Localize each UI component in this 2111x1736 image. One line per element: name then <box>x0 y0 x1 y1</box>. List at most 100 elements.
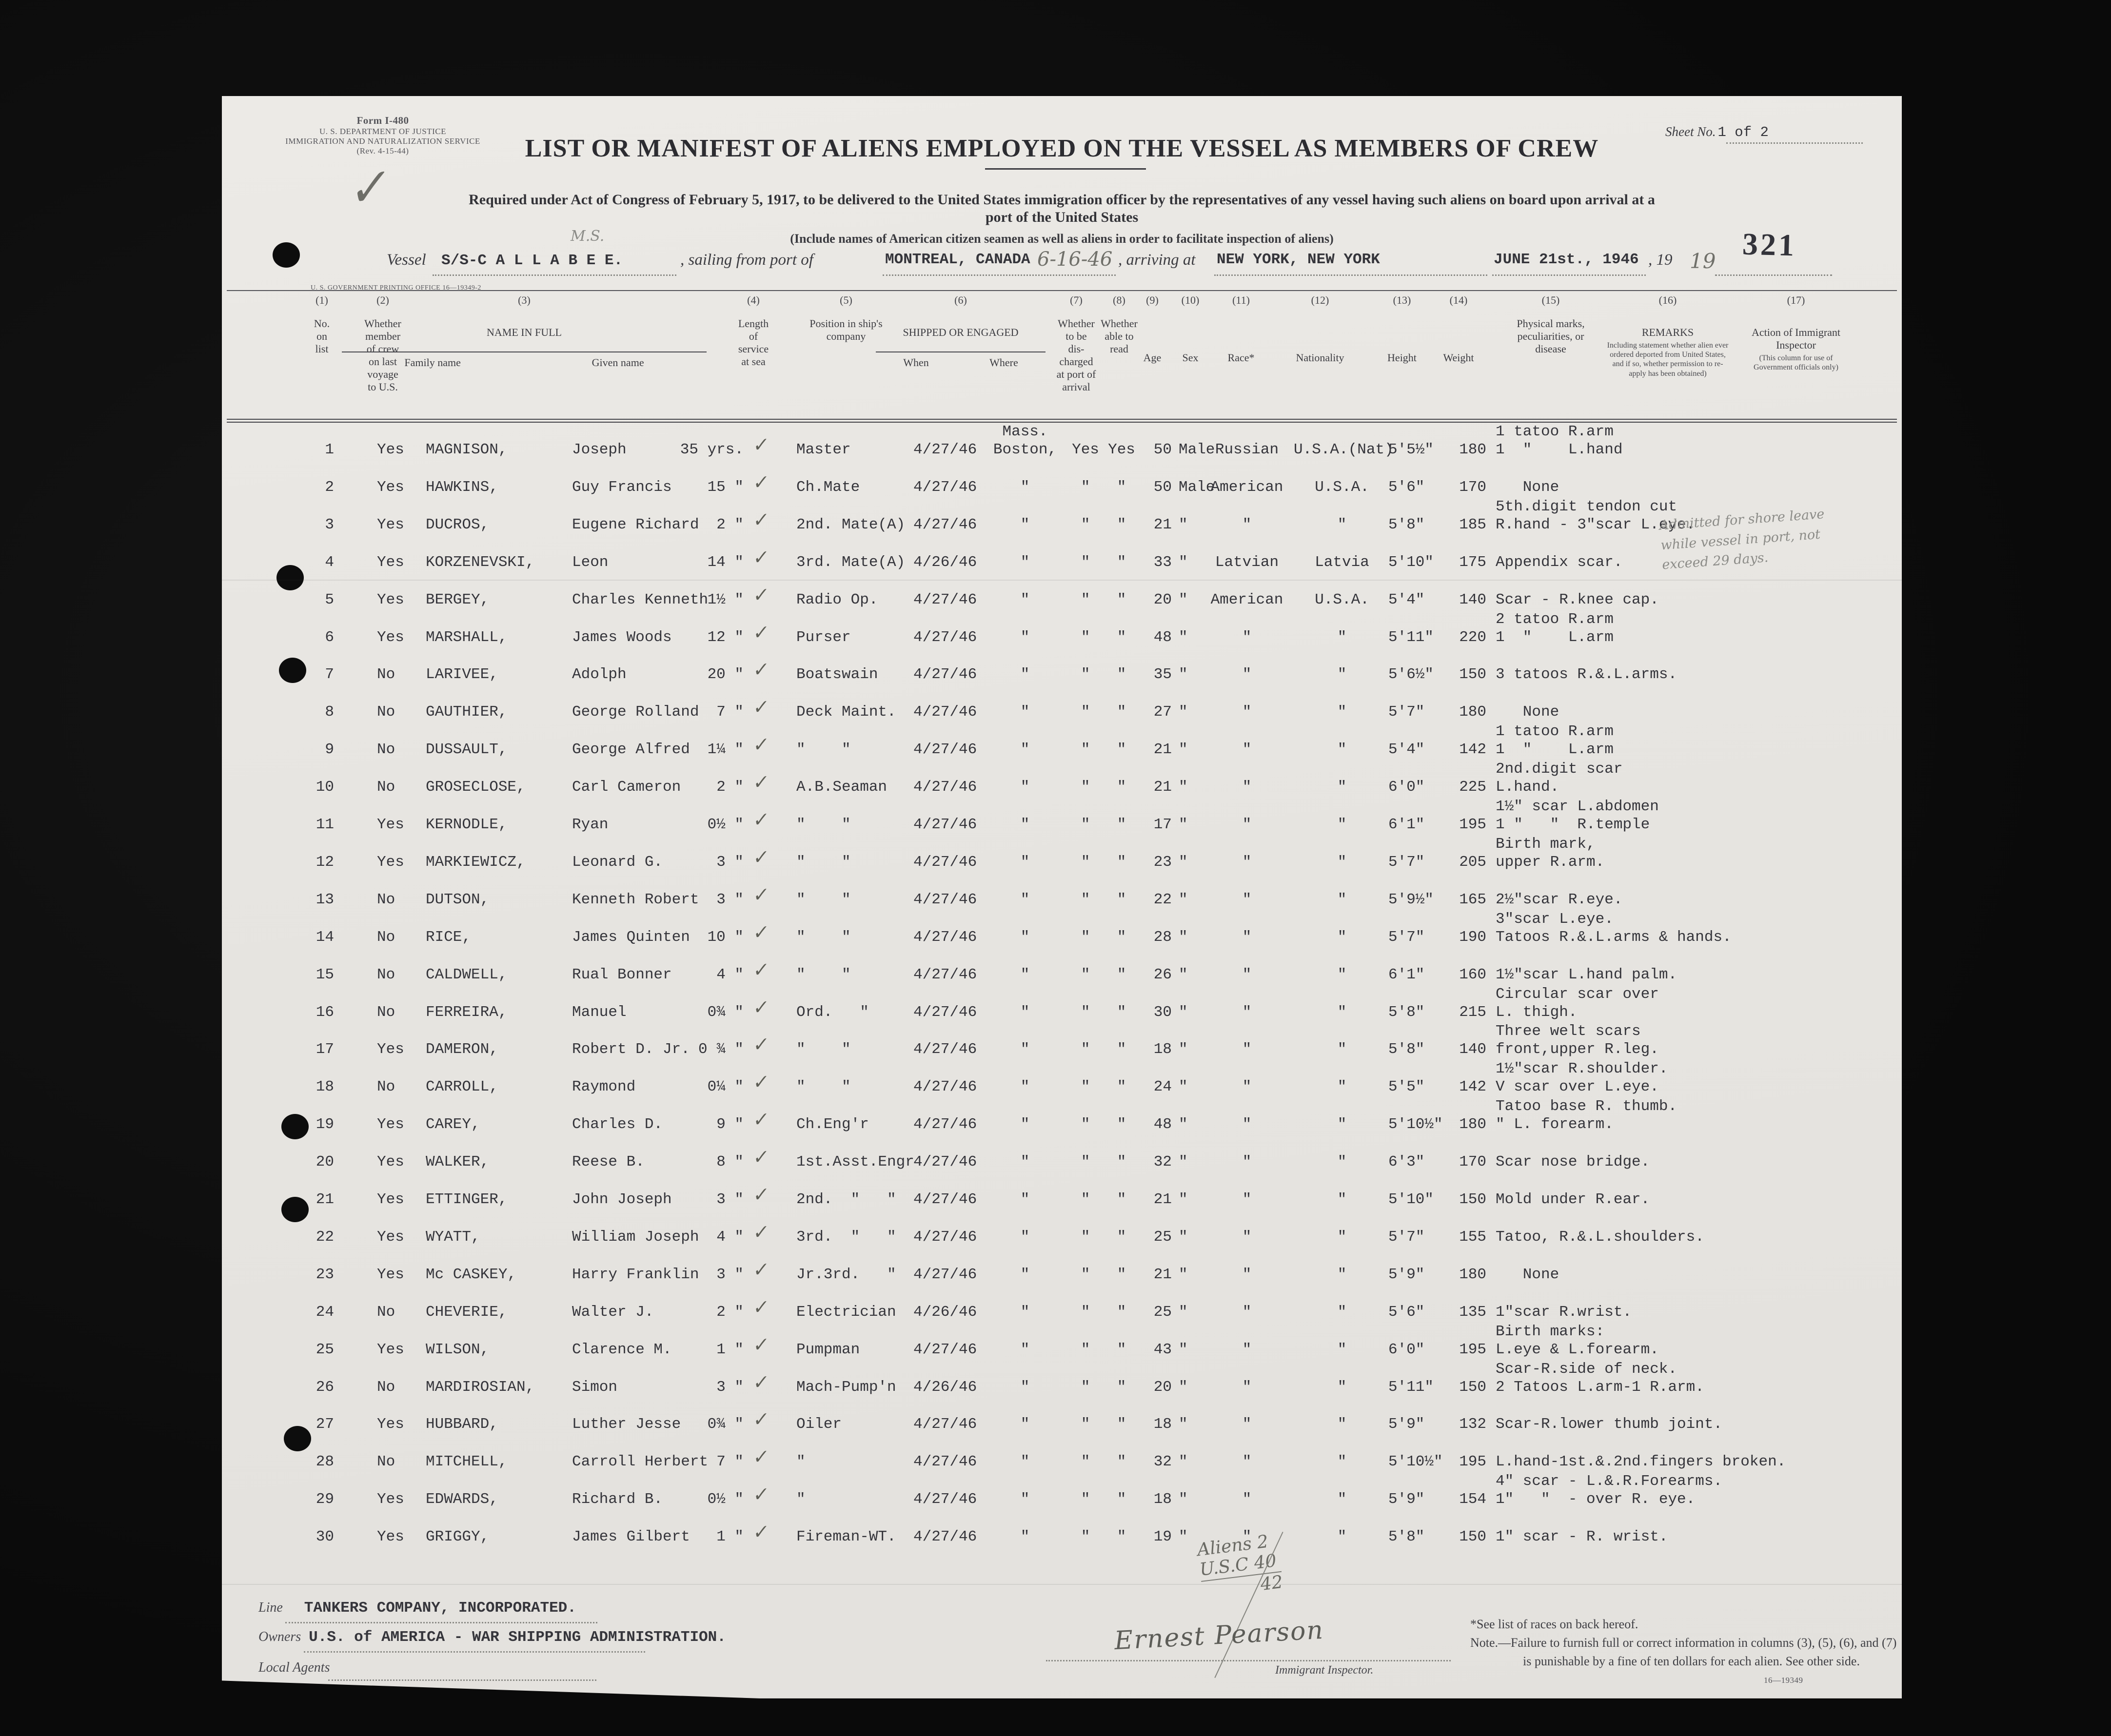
column-number: (1) <box>316 294 328 306</box>
cell-marks: Mold under R.ear. <box>1496 1191 1650 1208</box>
cell-when: 4/27/46 <box>913 966 977 983</box>
cell-service: 3 " <box>716 1266 744 1283</box>
cell-weight: 150 <box>1459 1528 1486 1546</box>
cell-discharged: Yes <box>1072 441 1099 458</box>
cell-family: ETTINGER, <box>426 1191 508 1208</box>
cell-service: 8 " <box>716 1153 744 1171</box>
cell-family: DAMERON, <box>426 1041 498 1058</box>
cell-weight: 180 <box>1459 441 1486 458</box>
service-check-icon: ✓ <box>752 1182 770 1207</box>
year-dotline <box>1715 274 1832 276</box>
line-row: Line TANKERS COMPANY, INCORPORATED. <box>258 1600 576 1617</box>
cell-no: 24 <box>316 1303 334 1321</box>
cell-height: 5'8" <box>1388 1003 1425 1021</box>
sailing-dotline <box>883 274 1116 276</box>
column-label: No. on list <box>314 317 330 355</box>
cell-race: " <box>1242 703 1252 721</box>
cell-when: 4/26/46 <box>913 1303 977 1321</box>
cell-marks: Scar-R.lower thumb joint. <box>1496 1416 1723 1433</box>
cell-height: 5'9" <box>1388 1416 1425 1433</box>
column-header-10: (10) Sex <box>1168 294 1212 364</box>
cell-member: Yes <box>377 1266 404 1283</box>
cell-where: " <box>1020 591 1030 608</box>
cell-nationality: " <box>1337 1491 1347 1508</box>
cell-sex: " <box>1179 928 1188 946</box>
pencil-ms-note: M.S. <box>571 228 605 245</box>
service-check-icon: ✓ <box>752 845 770 869</box>
cell-marks-top: Three welt scars <box>1496 1023 1641 1040</box>
cell-position: 3rd. Mate(A) <box>796 553 906 571</box>
cell-read: " <box>1117 516 1126 533</box>
cell-when: 4/27/46 <box>913 441 977 458</box>
cell-discharged: " <box>1081 591 1090 608</box>
service-check-icon: ✓ <box>752 957 770 981</box>
owners-row: Owners U.S. of AMERICA - WAR SHIPPING AD… <box>258 1629 726 1646</box>
service-check-icon: ✓ <box>752 995 770 1019</box>
crew-row-9: 9 No DUSSAULT, George Alfred 1¼ " " " 4/27/46 "… <box>222 724 1902 761</box>
owners-label: Owners <box>258 1629 301 1644</box>
column-label: Physical marks, peculiarities, or diseas… <box>1517 317 1585 355</box>
cell-given: Eugene Richard <box>572 516 699 533</box>
cell-read: " <box>1117 816 1126 833</box>
cell-weight: 150 <box>1459 666 1486 683</box>
column-label: Whether to be dis- charged at port of ar… <box>1056 317 1096 393</box>
cell-sex: " <box>1179 966 1188 983</box>
cell-service: 15 " <box>707 478 744 496</box>
year-handwritten: 19 <box>1690 249 1716 273</box>
cell-height: 5'4" <box>1388 741 1425 759</box>
cell-service: 1 " <box>716 1528 744 1546</box>
cell-weight: 180 <box>1459 1266 1486 1283</box>
cell-no: 7 <box>325 666 334 683</box>
column-header-3: (3) NAME IN FULL Family name Given name <box>339 294 710 369</box>
punch-hole <box>281 1197 309 1222</box>
column-header-1: (1) No. on list <box>288 294 356 355</box>
cell-height: 5'6" <box>1388 1303 1425 1321</box>
cell-sex: " <box>1179 703 1188 721</box>
cell-weight: 195 <box>1459 1453 1486 1471</box>
service-check-icon: ✓ <box>752 1145 770 1169</box>
column-header-8: (8) Whether able to read <box>1087 294 1151 355</box>
column-label: REMARKS <box>1641 326 1694 338</box>
cell-height: 5'10½" <box>1388 1116 1443 1133</box>
cell-given: Clarence M. <box>572 1341 672 1358</box>
cell-when: 4/27/46 <box>913 1078 977 1096</box>
cell-weight: 142 <box>1459 1078 1486 1096</box>
cell-nationality: " <box>1337 816 1347 833</box>
cell-when: 4/27/46 <box>913 1491 977 1508</box>
cell-family: RICE, <box>426 928 472 946</box>
cell-discharged: " <box>1081 741 1090 759</box>
cell-discharged: " <box>1081 1228 1090 1246</box>
cell-family: WALKER, <box>426 1153 490 1171</box>
crew-row-25: 25 Yes WILSON, Clarence M. 1 " Pumpman 4/27/46… <box>222 1324 1902 1362</box>
crew-row-2: 2 Yes HAWKINS, Guy Francis 15 " Ch.Mate 4/27/4… <box>222 470 1902 499</box>
vessel-dotline <box>433 274 676 276</box>
cell-weight: 154 <box>1459 1491 1486 1508</box>
cell-service: 14 " <box>707 553 744 571</box>
cell-height: 5'8" <box>1388 1528 1425 1546</box>
cell-weight: 170 <box>1459 478 1486 496</box>
subtitle-line2: port of the United States <box>985 209 1139 225</box>
cell-no: 1 <box>325 441 334 458</box>
cell-discharged: " <box>1081 853 1090 871</box>
service-check-icon: ✓ <box>752 1033 770 1056</box>
cell-race: " <box>1242 1528 1252 1546</box>
cell-member: Yes <box>377 478 404 496</box>
cell-age: 21 <box>1153 516 1172 533</box>
cell-race: " <box>1242 1191 1252 1208</box>
cell-service: 2 " <box>716 779 744 796</box>
cell-marks-top: Birth marks: <box>1496 1323 1605 1340</box>
crew-row-5: 5 Yes BERGEY, Charles Kenneth 1½ " Radio Op. 4… <box>222 583 1902 612</box>
column-label: Whether able to read <box>1101 317 1138 355</box>
cell-position: Fireman-WT. <box>796 1528 896 1546</box>
cell-given: George Rolland <box>572 703 699 721</box>
cell-family: DUCROS, <box>426 516 490 533</box>
column-label: Whether member of crew on last voyage to… <box>364 317 401 393</box>
crew-row-29: 29 Yes EDWARDS, Richard B. 0½ " " 4/27/46 " " " 18… <box>222 1474 1902 1511</box>
cell-given: Manuel <box>572 1003 627 1021</box>
cell-member: No <box>377 1078 395 1096</box>
cell-weight: 140 <box>1459 1041 1486 1058</box>
cell-sex: " <box>1179 1191 1188 1208</box>
cell-discharged: " <box>1081 553 1090 571</box>
cell-race: " <box>1242 928 1252 946</box>
cell-where: Boston, <box>993 441 1057 458</box>
